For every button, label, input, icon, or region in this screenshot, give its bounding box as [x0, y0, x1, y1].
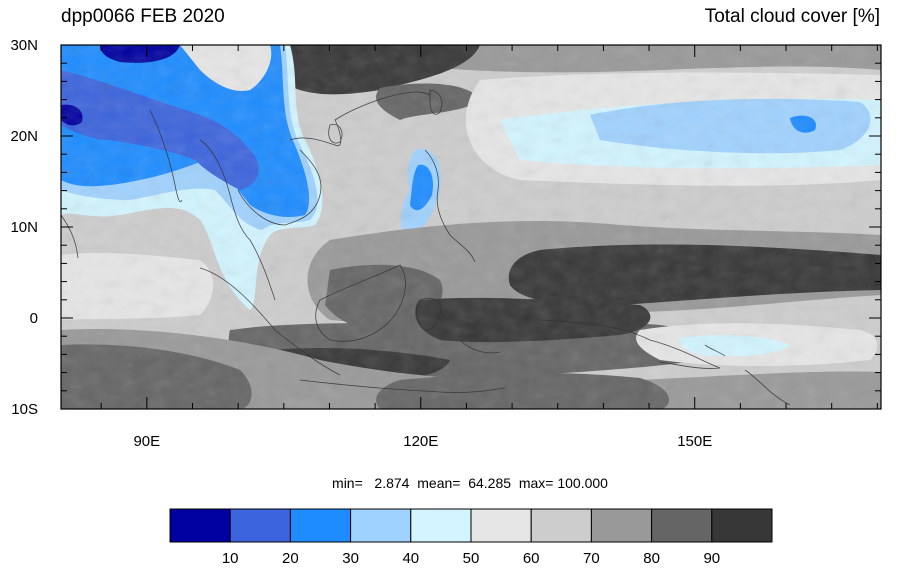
colorbar-box	[410, 508, 472, 543]
colorbar-box	[229, 508, 291, 543]
colorbar-label: 40	[402, 550, 419, 567]
colorbar-box	[651, 508, 713, 543]
colorbar-label: 20	[282, 550, 299, 567]
colorbar-label: 10	[222, 550, 239, 567]
colorbar-label: 30	[342, 550, 359, 567]
lat-tick-label: 10S	[11, 401, 38, 418]
variable-title: Total cloud cover [%]	[704, 6, 880, 27]
colorbar-box	[711, 508, 773, 543]
colorbar-label: 90	[703, 550, 720, 567]
colorbar-box	[169, 508, 231, 543]
colorbar-label: 80	[643, 550, 660, 567]
colorbar-box	[470, 508, 532, 543]
colorbar-box	[289, 508, 352, 543]
statistics-line: min= 2.874 mean= 64.285 max= 100.000	[332, 475, 608, 491]
colorbar-box	[530, 508, 592, 543]
axis-tick-labels: 30N 20N 10N 0 10S 90E 120E 150E	[10, 37, 712, 450]
map-title: dpp0066 FEB 2020	[61, 6, 225, 27]
colorbar-box	[590, 508, 653, 543]
colorbar-label: 50	[463, 550, 480, 567]
colorbar-box	[350, 508, 412, 543]
lat-tick-label: 10N	[10, 219, 38, 236]
lon-tick-label: 150E	[677, 433, 712, 450]
coastlines	[61, 89, 791, 406]
colorbar-label: 60	[523, 550, 540, 567]
lat-tick-label: 20N	[10, 128, 38, 145]
axis-ticks	[61, 45, 881, 409]
lat-tick-label: 0	[30, 310, 38, 327]
colorbar-label: 70	[583, 550, 600, 567]
lon-tick-label: 90E	[133, 433, 160, 450]
lon-tick-label: 120E	[403, 433, 438, 450]
lat-tick-label: 30N	[10, 37, 38, 54]
